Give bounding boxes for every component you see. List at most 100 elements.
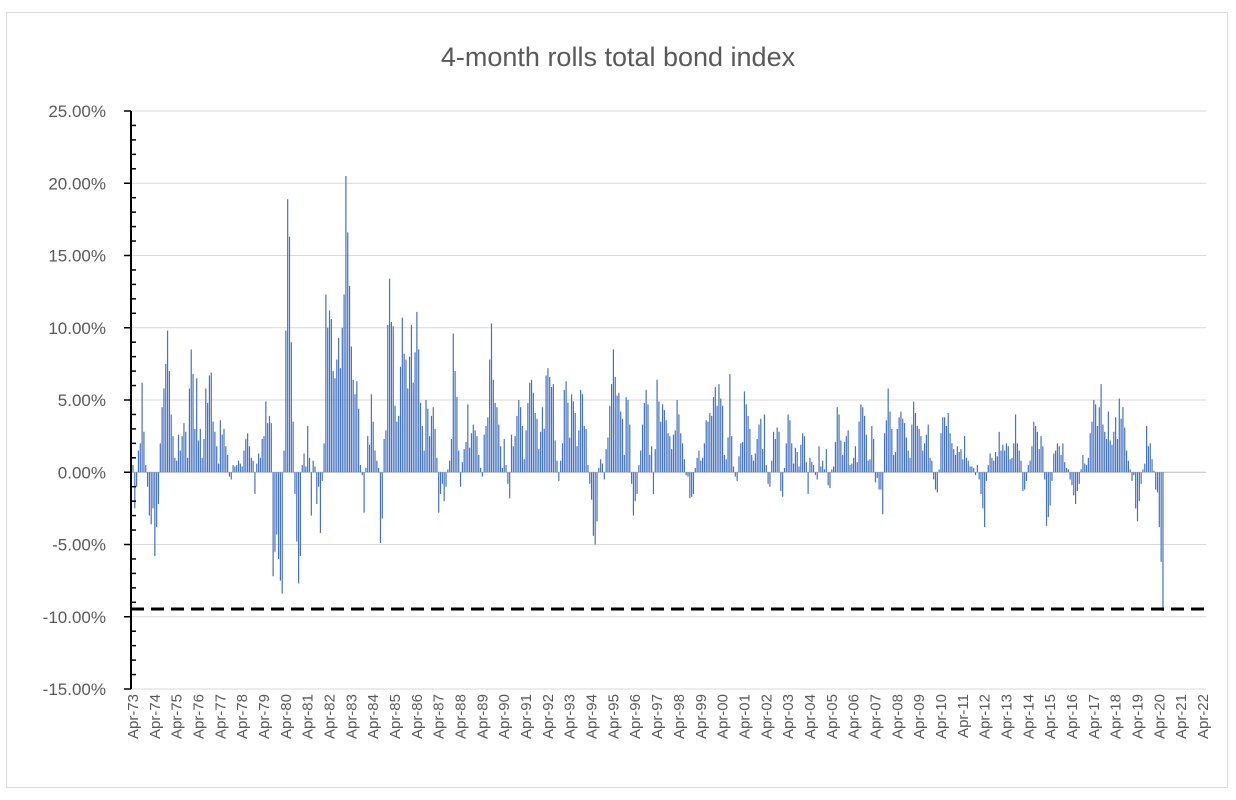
bar bbox=[1040, 436, 1042, 473]
bar bbox=[1147, 446, 1150, 473]
bar bbox=[334, 378, 336, 473]
x-tick-label: Apr-04 bbox=[802, 694, 819, 739]
bar bbox=[241, 466, 243, 473]
bar bbox=[616, 395, 618, 473]
bar bbox=[756, 439, 758, 473]
bar bbox=[292, 421, 294, 473]
bar bbox=[612, 349, 615, 473]
bar bbox=[318, 472, 320, 487]
bar bbox=[414, 352, 416, 473]
bar bbox=[521, 426, 524, 473]
bar bbox=[578, 430, 580, 473]
bar bbox=[367, 436, 369, 473]
bar bbox=[640, 450, 642, 473]
bar bbox=[603, 472, 605, 480]
bar bbox=[731, 436, 733, 473]
bar bbox=[532, 392, 534, 473]
bar bbox=[958, 452, 960, 473]
bar bbox=[225, 446, 227, 473]
bar bbox=[321, 472, 323, 481]
bar bbox=[829, 472, 831, 489]
bar bbox=[538, 449, 540, 473]
bar bbox=[951, 443, 953, 473]
bar bbox=[1140, 472, 1142, 484]
x-tick-label: Apr-07 bbox=[867, 694, 884, 739]
bar bbox=[1014, 414, 1017, 473]
bar bbox=[1009, 459, 1011, 473]
bar bbox=[681, 443, 684, 473]
bar bbox=[1065, 467, 1068, 473]
bar bbox=[964, 436, 966, 473]
bar bbox=[290, 342, 292, 473]
bar bbox=[580, 389, 582, 473]
bar bbox=[913, 401, 915, 473]
bar bbox=[398, 415, 400, 473]
bar bbox=[232, 465, 234, 473]
bar bbox=[758, 424, 760, 473]
bar bbox=[330, 319, 332, 473]
bar bbox=[729, 373, 731, 473]
bar bbox=[809, 457, 811, 473]
bar bbox=[1022, 472, 1024, 492]
bar bbox=[432, 407, 434, 473]
bar bbox=[520, 407, 522, 473]
bar bbox=[721, 405, 724, 473]
bar bbox=[652, 472, 655, 494]
bar bbox=[831, 469, 833, 473]
bar bbox=[851, 463, 853, 473]
bar bbox=[456, 397, 458, 473]
bar bbox=[807, 472, 809, 494]
bar bbox=[752, 460, 755, 473]
bar bbox=[1098, 407, 1100, 473]
bar bbox=[714, 387, 716, 473]
bar bbox=[419, 402, 422, 473]
bar bbox=[803, 436, 806, 473]
bar bbox=[358, 408, 360, 473]
bar bbox=[194, 428, 196, 473]
y-tick-label: 5.00% bbox=[58, 391, 106, 410]
bar bbox=[1155, 472, 1157, 490]
bar bbox=[425, 400, 427, 473]
bar bbox=[971, 466, 973, 473]
bar bbox=[199, 428, 201, 473]
x-tick-label: Apr-74 bbox=[147, 694, 164, 739]
bar bbox=[501, 467, 503, 473]
bar bbox=[156, 472, 158, 528]
bar bbox=[845, 436, 847, 473]
bar bbox=[916, 426, 918, 473]
bar bbox=[893, 454, 895, 473]
bar bbox=[343, 294, 345, 473]
bar bbox=[885, 420, 887, 473]
bar bbox=[1124, 427, 1126, 473]
bar bbox=[871, 426, 873, 473]
bar bbox=[1113, 431, 1115, 473]
bar bbox=[430, 415, 433, 473]
bar bbox=[490, 323, 493, 473]
bar bbox=[701, 457, 704, 473]
bar bbox=[776, 427, 778, 473]
bar bbox=[489, 359, 491, 473]
bar bbox=[800, 444, 802, 473]
bar bbox=[934, 472, 937, 490]
bar bbox=[219, 420, 221, 473]
bar bbox=[567, 402, 569, 473]
bar bbox=[678, 414, 680, 473]
bar bbox=[816, 472, 818, 480]
bar bbox=[150, 472, 152, 525]
bar bbox=[409, 356, 411, 473]
bar bbox=[274, 472, 276, 552]
x-tick-label: Apr-12 bbox=[977, 694, 994, 739]
y-tick-label: -5.00% bbox=[52, 536, 106, 555]
bar bbox=[470, 433, 473, 473]
bar bbox=[174, 457, 176, 473]
bar bbox=[889, 411, 891, 473]
bar bbox=[356, 381, 358, 473]
bar bbox=[894, 452, 897, 473]
bar bbox=[552, 384, 554, 473]
bar bbox=[954, 454, 957, 473]
bar bbox=[374, 450, 376, 473]
bar bbox=[1024, 472, 1026, 490]
bar bbox=[680, 433, 682, 473]
bar bbox=[965, 457, 968, 473]
bar bbox=[723, 454, 726, 473]
